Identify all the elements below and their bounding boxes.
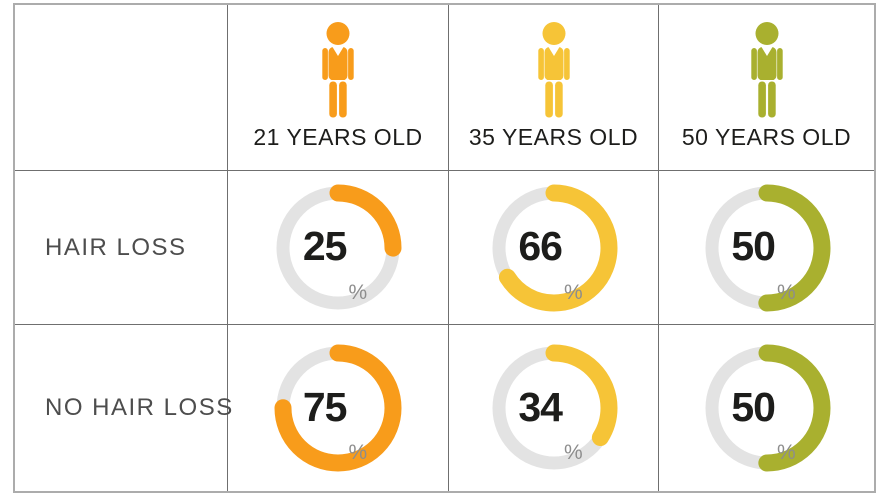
donut-chart: 75 % [272,342,404,474]
column-header-21-years: 21 YEARS OLD [228,5,449,171]
cell-no-hair-loss-35: 34 % [449,325,659,491]
donut-arc [274,344,402,472]
donut-arc [490,344,617,472]
donut-chart: 50 % [701,342,833,474]
donut-chart: 50 % [701,182,833,314]
column-header-50-years: 50 YEARS OLD [659,5,874,171]
cell-hair-loss-21: 25 % [228,171,449,325]
donut-arc [703,344,830,472]
person-icon [530,22,578,118]
column-label: 21 YEARS OLD [253,124,423,150]
column-label: 35 YEARS OLD [468,124,639,150]
column-label: 50 YEARS OLD [681,124,852,150]
column-header-35-years: 35 YEARS OLD [449,5,659,171]
corner-cell [15,5,228,171]
person-icon [314,22,362,118]
donut-chart: 25 % [272,182,404,314]
row-label-no-hair-loss: NO HAIR LOSS [15,325,232,491]
hair-loss-by-age-table: 21 YEARS OLD 35 YEARS OLD [13,3,876,493]
donut-arc [274,184,402,311]
cell-hair-loss-35: 66 % [449,171,659,325]
cell-hair-loss-50: 50 % [659,171,874,325]
donut-chart: 66 % [488,182,620,314]
cell-no-hair-loss-21: 75 % [228,325,449,491]
donut-arc [490,184,617,311]
cell-no-hair-loss-50: 50 % [659,325,874,491]
row-label-hair-loss: HAIR LOSS [15,171,228,325]
donut-arc [703,184,830,311]
donut-chart: 34 % [488,342,620,474]
person-icon [743,22,791,118]
